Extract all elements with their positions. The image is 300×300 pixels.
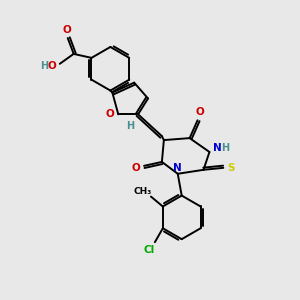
Text: S: S — [227, 163, 235, 173]
Text: O: O — [62, 25, 71, 35]
Text: O: O — [132, 163, 140, 173]
Text: CH₃: CH₃ — [134, 187, 152, 196]
Text: H: H — [126, 121, 134, 131]
Text: O: O — [47, 61, 56, 71]
Text: Cl: Cl — [143, 245, 155, 255]
Text: H: H — [221, 143, 230, 153]
Text: O: O — [106, 109, 115, 119]
Text: N: N — [213, 143, 222, 153]
Text: O: O — [195, 107, 204, 117]
Text: N: N — [173, 163, 182, 173]
Text: H: H — [40, 61, 48, 71]
